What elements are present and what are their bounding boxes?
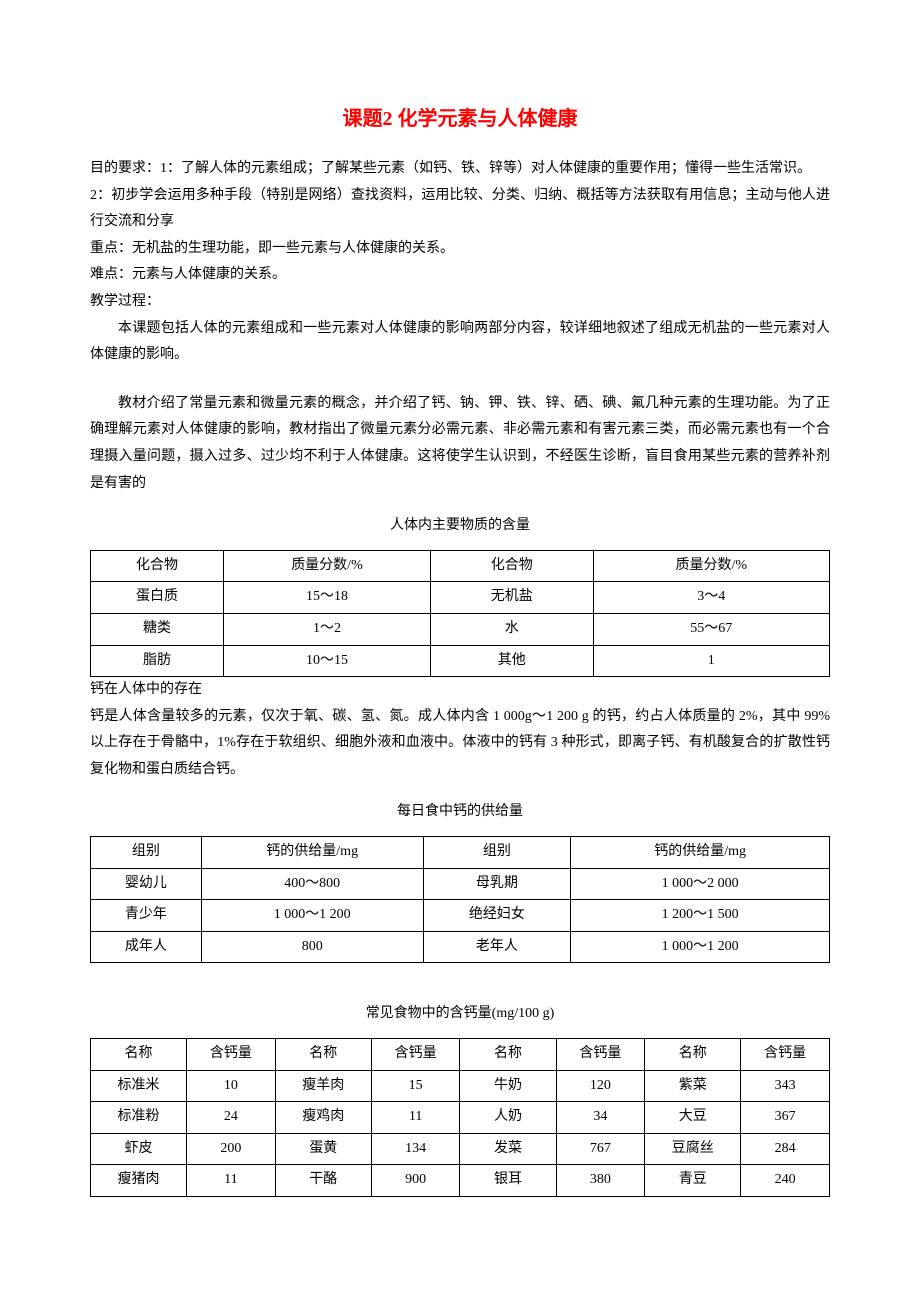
table-cell: 3～4 <box>593 582 830 614</box>
table-cell: 老年人 <box>423 931 571 963</box>
table-cell: 豆腐丝 <box>645 1133 741 1165</box>
table-header-cell: 名称 <box>645 1039 741 1071</box>
table-cell: 人奶 <box>460 1102 556 1134</box>
table-header-cell: 含钙量 <box>556 1039 645 1071</box>
obj2-label: 2： <box>90 188 111 203</box>
table3-title: 常见食物中的含钙量(mg/100 g) <box>90 1001 830 1028</box>
obj1-text: 了解人体的元素组成；了解某些元素（如钙、铁、锌等）对人体健康的重要作用；懂得一些… <box>181 161 811 176</box>
table-cell: 紫菜 <box>645 1070 741 1102</box>
table-cell: 发菜 <box>460 1133 556 1165</box>
key-point: 重点：无机盐的生理功能，即一些元素与人体健康的关系。 <box>90 236 830 263</box>
table-header-cell: 名称 <box>275 1039 371 1071</box>
table-cell: 蛋黄 <box>275 1133 371 1165</box>
table-cell: 15～18 <box>224 582 431 614</box>
table-cell: 脂肪 <box>91 645 224 677</box>
table-cell: 284 <box>741 1133 830 1165</box>
table-header-cell: 含钙量 <box>371 1039 460 1071</box>
table-cell: 343 <box>741 1070 830 1102</box>
table-cell: 虾皮 <box>91 1133 187 1165</box>
table-cell: 900 <box>371 1165 460 1197</box>
table-cell: 标准米 <box>91 1070 187 1102</box>
table-header-cell: 名称 <box>460 1039 556 1071</box>
table-header-cell: 化合物 <box>91 550 224 582</box>
table-cell: 11 <box>187 1165 276 1197</box>
table-cell: 134 <box>371 1133 460 1165</box>
table-cell: 1 200～1 500 <box>571 900 830 932</box>
table-cell: 瘦鸡肉 <box>275 1102 371 1134</box>
obj1-label: 目的要求：1： <box>90 161 181 176</box>
table-cell: 240 <box>741 1165 830 1197</box>
table-cell: 青少年 <box>91 900 202 932</box>
table-cell: 成年人 <box>91 931 202 963</box>
table-calcium-supply: 组别钙的供给量/mg组别钙的供给量/mg婴幼儿400～800母乳期1 000～2… <box>90 836 830 963</box>
table-cell: 1 000～2 000 <box>571 868 830 900</box>
table-cell: 瘦猪肉 <box>91 1165 187 1197</box>
table-cell: 800 <box>201 931 423 963</box>
calcium-exist-body: 钙是人体含量较多的元素，仅次于氧、碳、氢、氮。成人体内含 1 000g～1 20… <box>90 704 830 784</box>
table1-title: 人体内主要物质的含量 <box>90 513 830 540</box>
table-cell: 55～67 <box>593 613 830 645</box>
table-cell: 10～15 <box>224 645 431 677</box>
table-cell: 标准粉 <box>91 1102 187 1134</box>
title-main: 化学元素与人体健康 <box>398 108 578 130</box>
table2-title: 每日食中钙的供给量 <box>90 799 830 826</box>
table-cell: 767 <box>556 1133 645 1165</box>
table-cell: 34 <box>556 1102 645 1134</box>
objective-1: 目的要求：1：了解人体的元素组成；了解某些元素（如钙、铁、锌等）对人体健康的重要… <box>90 156 830 183</box>
table-cell: 婴幼儿 <box>91 868 202 900</box>
table-cell: 蛋白质 <box>91 582 224 614</box>
table-header-cell: 组别 <box>91 837 202 869</box>
body-para-2: 教材介绍了常量元素和微量元素的概念，并介绍了钙、钠、钾、铁、锌、硒、碘、氟几种元… <box>90 391 830 497</box>
title-prefix: 课题2 <box>343 108 393 130</box>
table-cell: 24 <box>187 1102 276 1134</box>
page-title: 课题2 化学元素与人体健康 <box>90 100 830 138</box>
table-cell: 367 <box>741 1102 830 1134</box>
objective-2: 2：初步学会运用多种手段（特别是网络）查找资料，运用比较、分类、归纳、概括等方法… <box>90 183 830 236</box>
table-substance-content: 化合物质量分数/%化合物质量分数/%蛋白质15～18无机盐3～4糖类1～2水55… <box>90 550 830 677</box>
table-header-cell: 质量分数/% <box>593 550 830 582</box>
table-cell: 其他 <box>430 645 593 677</box>
table-cell: 绝经妇女 <box>423 900 571 932</box>
table-cell: 银耳 <box>460 1165 556 1197</box>
table-cell: 10 <box>187 1070 276 1102</box>
table-cell: 1 000～1 200 <box>201 900 423 932</box>
obj2-text: 初步学会运用多种手段（特别是网络）查找资料，运用比较、分类、归纳、概括等方法获取… <box>90 188 830 230</box>
table-cell: 干酪 <box>275 1165 371 1197</box>
table-header-cell: 钙的供给量/mg <box>571 837 830 869</box>
table-cell: 母乳期 <box>423 868 571 900</box>
table-food-calcium: 名称含钙量名称含钙量名称含钙量名称含钙量标准米10瘦羊肉15牛奶120紫菜343… <box>90 1038 830 1197</box>
table-header-cell: 质量分数/% <box>224 550 431 582</box>
table-cell: 瘦羊肉 <box>275 1070 371 1102</box>
table-header-cell: 含钙量 <box>187 1039 276 1071</box>
table-header-cell: 含钙量 <box>741 1039 830 1071</box>
calcium-exist-title: 钙在人体中的存在 <box>90 677 830 704</box>
table-cell: 糖类 <box>91 613 224 645</box>
table-cell: 青豆 <box>645 1165 741 1197</box>
process-label: 教学过程： <box>90 289 830 316</box>
body-para-1: 本课题包括人体的元素组成和一些元素对人体健康的影响两部分内容，较详细地叙述了组成… <box>90 316 830 369</box>
table-header-cell: 钙的供给量/mg <box>201 837 423 869</box>
table-cell: 无机盐 <box>430 582 593 614</box>
table-cell: 1 000～1 200 <box>571 931 830 963</box>
table-cell: 1～2 <box>224 613 431 645</box>
table-cell: 15 <box>371 1070 460 1102</box>
table-cell: 水 <box>430 613 593 645</box>
table-header-cell: 组别 <box>423 837 571 869</box>
table-header-cell: 名称 <box>91 1039 187 1071</box>
table-cell: 120 <box>556 1070 645 1102</box>
table-cell: 大豆 <box>645 1102 741 1134</box>
table-cell: 380 <box>556 1165 645 1197</box>
table-cell: 11 <box>371 1102 460 1134</box>
table-cell: 牛奶 <box>460 1070 556 1102</box>
hard-point: 难点：元素与人体健康的关系。 <box>90 262 830 289</box>
table-cell: 400～800 <box>201 868 423 900</box>
table-cell: 200 <box>187 1133 276 1165</box>
table-cell: 1 <box>593 645 830 677</box>
table-header-cell: 化合物 <box>430 550 593 582</box>
